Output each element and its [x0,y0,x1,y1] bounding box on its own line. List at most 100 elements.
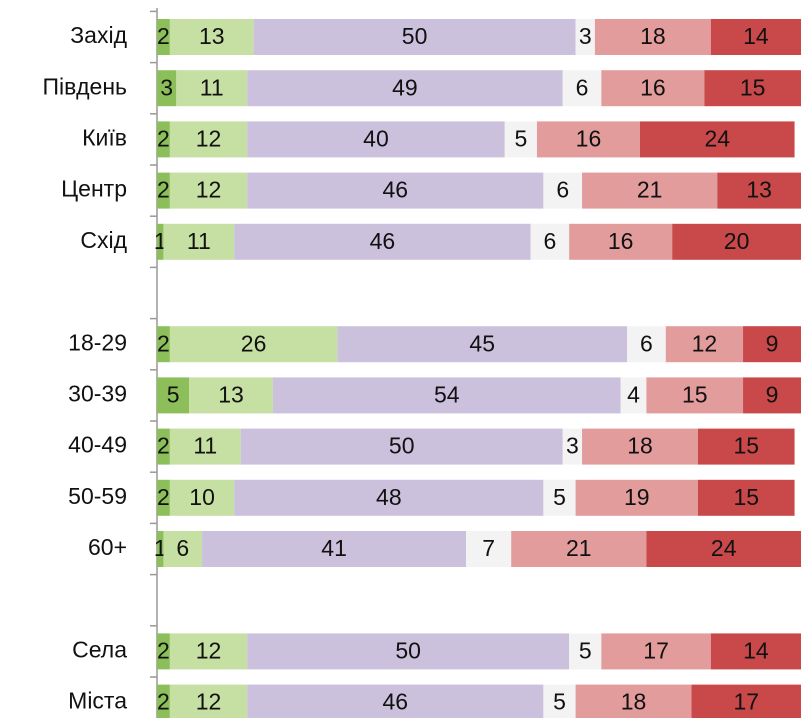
bar-segment [163,531,203,567]
bar-segment [627,326,666,363]
value-label: 2 [157,637,170,663]
bar-segment [157,19,170,55]
value-label: 26 [241,330,267,356]
value-label: 9 [766,330,779,356]
bar-segment [157,172,170,209]
y-tick-label: 50-59 [68,483,127,509]
value-label: 24 [704,125,730,151]
bar-segment [169,326,338,363]
bar-segment [575,684,692,718]
value-label: 2 [157,23,170,49]
bar-segment [157,223,164,260]
value-label: 12 [196,689,222,715]
bar-segment [743,377,801,414]
value-label: 41 [321,535,347,561]
y-tick-label: Київ [82,124,127,150]
value-label: 18 [640,23,666,49]
bar-segment [176,70,248,107]
bar-segment [601,70,705,107]
value-label: 40 [363,125,389,151]
bar-segment [620,377,647,414]
bar-segment [672,223,801,260]
value-label: 2 [157,484,170,510]
value-label: 16 [640,74,666,100]
value-label: 46 [382,689,408,715]
value-label: 19 [624,484,650,510]
bar-segment [569,223,673,260]
value-label: 15 [733,484,759,510]
value-label: 2 [157,689,170,715]
bar-segment [569,633,602,670]
y-tick-label: Центр [61,176,127,202]
bar-segment [272,377,621,414]
bar-segment [665,326,744,363]
value-label: 6 [556,177,569,203]
y-tick-label: 60+ [88,534,127,560]
bar-segment [530,223,570,260]
value-label: 15 [740,74,766,100]
value-label: 50 [395,637,421,663]
value-label: 2 [157,177,170,203]
value-label: 45 [469,330,495,356]
value-label: 15 [682,381,708,407]
value-label: 50 [389,433,415,459]
bar-segment [157,70,177,107]
bar-segment [543,684,576,718]
bar-segment [582,172,718,209]
value-label: 48 [376,484,402,510]
value-label: 5 [167,381,180,407]
bar-segment [157,531,164,567]
value-label: 17 [643,637,669,663]
value-label: 46 [382,177,408,203]
bar-segment [511,531,647,567]
value-label: 13 [199,23,225,49]
value-label: 3 [579,23,592,49]
value-label: 17 [733,689,759,715]
value-label: 20 [724,228,750,254]
bar-segment [157,121,170,158]
value-label: 1 [154,535,167,561]
value-label: 49 [392,74,418,100]
bar-segment [234,223,531,260]
bar-segment [691,684,801,718]
bar-segment [169,172,248,209]
bar-segment [697,428,795,465]
value-label: 50 [402,23,428,49]
bar-segment [601,633,711,670]
value-label: 12 [196,177,222,203]
bar-segment [594,19,711,55]
value-label: 5 [579,637,592,663]
y-tick-label: Схід [80,227,127,253]
value-label: 1 [154,228,167,254]
y-tick-label: Села [72,636,127,662]
value-label: 11 [200,74,224,100]
value-label: 12 [692,330,718,356]
bar-segment [189,377,273,414]
bar-segment [466,531,512,567]
bar-segment [536,121,640,158]
value-label: 13 [218,381,244,407]
bar-segment [157,479,170,516]
y-tick-label: 30-39 [68,380,127,406]
bar-segment [562,70,602,107]
bar-segment [710,19,801,55]
bar-segment [697,479,795,516]
bar-segment [163,223,235,260]
bar-segment [543,172,583,209]
value-label: 5 [553,689,566,715]
bar-segment [247,633,570,670]
bar-segment [234,479,544,516]
bar-segment [169,684,248,718]
value-label: 14 [743,637,769,663]
value-label: 2 [157,330,170,356]
value-label: 2 [157,433,170,459]
value-label: 13 [746,177,772,203]
y-tick-label: Міста [68,688,127,714]
bar-segment [157,428,170,465]
value-label: 16 [576,125,602,151]
value-label: 2 [157,125,170,151]
bar-segment [646,531,801,567]
value-label: 11 [193,433,217,459]
bar-segment [717,172,801,209]
value-label: 11 [187,228,211,254]
